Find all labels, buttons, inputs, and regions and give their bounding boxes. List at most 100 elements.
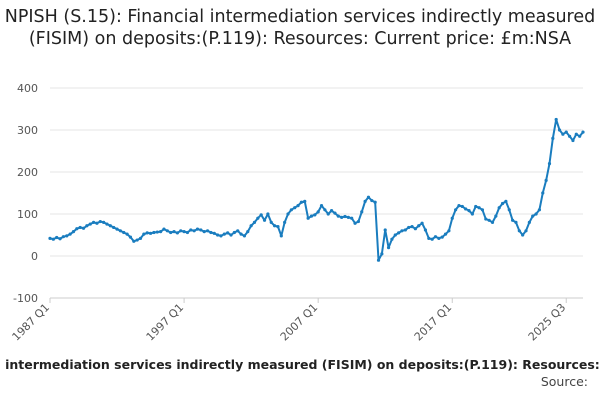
- data-point: [420, 221, 424, 225]
- data-point: [65, 234, 69, 238]
- data-point: [370, 198, 374, 203]
- data-point: [279, 234, 283, 238]
- data-point: [376, 258, 381, 262]
- data-point: [561, 132, 565, 136]
- data-point: [249, 224, 253, 228]
- data-point: [91, 220, 96, 224]
- data-point: [232, 230, 236, 235]
- x-tick-label: 1997 Q1: [144, 301, 187, 344]
- data-point: [571, 138, 575, 143]
- source-label: Source:: [540, 374, 588, 389]
- data-point: [423, 228, 428, 232]
- data-point: [246, 230, 250, 234]
- data-point: [212, 231, 216, 235]
- data-point: [88, 222, 92, 226]
- data-point: [273, 224, 277, 228]
- data-point: [427, 236, 431, 240]
- data-point: [467, 209, 471, 213]
- data-point: [199, 228, 203, 232]
- data-point: [48, 236, 52, 240]
- data-point: [192, 229, 196, 233]
- data-point: [521, 233, 525, 237]
- data-point: [343, 214, 347, 219]
- data-point: [195, 227, 200, 231]
- data-point: [363, 199, 367, 203]
- data-point: [360, 210, 364, 214]
- data-point: [98, 219, 102, 224]
- data-point: [316, 210, 320, 214]
- data-point: [353, 221, 357, 225]
- data-point: [386, 246, 391, 250]
- data-point: [256, 216, 260, 220]
- data-point: [202, 230, 206, 234]
- y-tick-label: 200: [17, 166, 38, 179]
- data-point: [527, 220, 531, 224]
- data-point: [222, 232, 226, 236]
- data-point: [390, 237, 394, 241]
- data-point: [350, 216, 354, 220]
- data-point: [108, 224, 112, 228]
- data-point: [333, 211, 337, 215]
- data-point: [296, 204, 300, 208]
- data-point: [346, 215, 350, 219]
- data-point: [78, 225, 82, 230]
- data-point: [236, 229, 240, 233]
- data-point: [329, 209, 334, 213]
- data-point: [524, 229, 528, 233]
- chart-title: NPISH (S.15): Financial intermediation s…: [4, 7, 596, 49]
- data-point: [105, 222, 109, 226]
- data-point: [252, 220, 257, 224]
- data-point: [259, 213, 263, 217]
- data-point: [75, 227, 79, 231]
- data-point: [319, 204, 324, 208]
- data-point: [477, 206, 481, 210]
- data-point: [179, 229, 183, 233]
- data-point: [450, 216, 454, 220]
- data-point: [303, 199, 307, 203]
- x-tick-label: 2025 Q3: [526, 301, 569, 344]
- data-point: [373, 200, 377, 204]
- data-point: [152, 230, 156, 235]
- data-point: [514, 220, 518, 224]
- x-tick-label: 2017 Q1: [412, 301, 455, 344]
- data-point: [447, 229, 451, 233]
- data-point: [551, 136, 555, 140]
- data-point: [383, 228, 387, 232]
- data-point: [541, 191, 545, 195]
- data-point: [269, 220, 273, 224]
- series-line: [49, 118, 584, 262]
- legend: NPISH (S.15): Financial intermediation s…: [0, 357, 600, 375]
- data-point: [293, 206, 297, 210]
- data-point: [102, 220, 106, 224]
- data-point: [276, 225, 280, 229]
- data-point: [209, 230, 213, 235]
- data-point: [262, 218, 267, 222]
- data-point: [487, 218, 491, 222]
- data-point: [437, 236, 441, 240]
- data-point: [500, 201, 505, 206]
- data-point: [557, 128, 562, 132]
- data-point: [115, 227, 119, 231]
- data-point: [433, 235, 438, 239]
- gridlines: [50, 87, 583, 299]
- y-tick-label: 100: [17, 208, 38, 221]
- data-point: [534, 212, 538, 216]
- data-point: [366, 195, 371, 199]
- data-point: [145, 231, 149, 235]
- data-point: [165, 229, 169, 233]
- series-points: [48, 117, 585, 262]
- data-point: [393, 233, 397, 237]
- data-point: [216, 233, 220, 237]
- data-point: [578, 134, 582, 138]
- data-point: [457, 204, 461, 208]
- data-point: [172, 230, 176, 234]
- data-point: [460, 204, 464, 209]
- data-point: [85, 224, 89, 228]
- data-point: [125, 232, 129, 236]
- data-point: [185, 230, 190, 235]
- data-point: [95, 221, 99, 225]
- data-point: [128, 235, 133, 239]
- data-point: [494, 214, 498, 218]
- data-point: [356, 219, 360, 224]
